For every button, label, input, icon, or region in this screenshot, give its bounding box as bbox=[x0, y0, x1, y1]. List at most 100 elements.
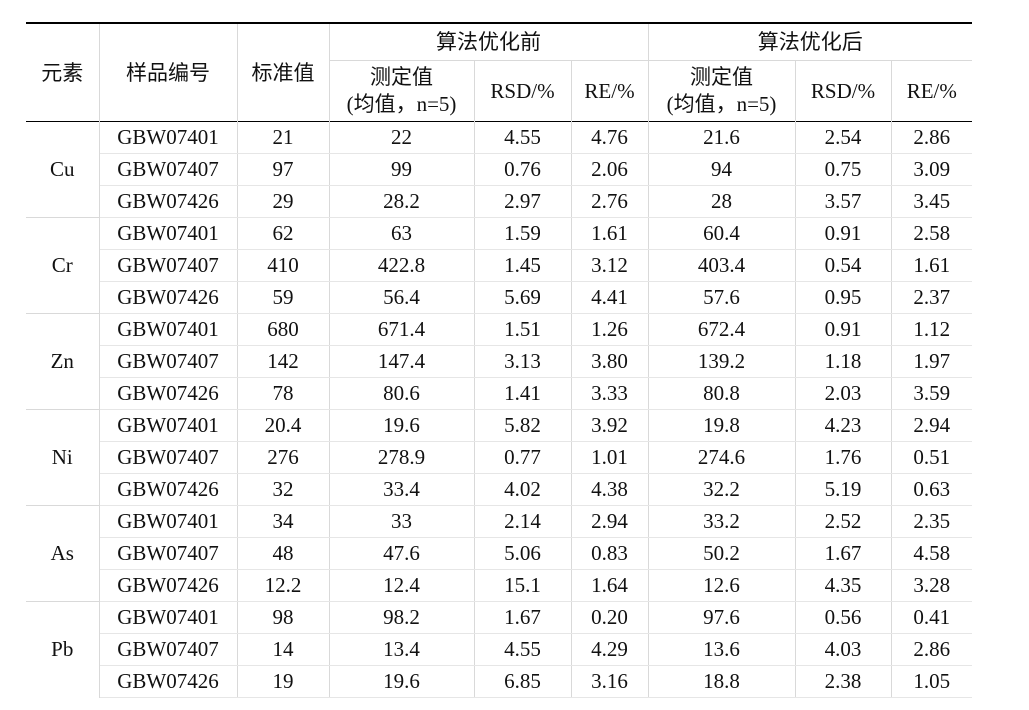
after-re-cell: 4.58 bbox=[891, 537, 973, 570]
standard-value-cell: 410 bbox=[237, 249, 330, 282]
before-re-cell: 4.29 bbox=[571, 633, 649, 666]
before-rsd-cell: 4.55 bbox=[474, 633, 572, 666]
after-rsd-cell: 1.76 bbox=[795, 441, 892, 474]
header-before-measured: 测定值 (均值，n=5) bbox=[329, 60, 475, 122]
measured-label: 测定值 bbox=[690, 65, 754, 89]
after-measured-cell: 19.8 bbox=[648, 409, 796, 442]
before-rsd-cell: 4.55 bbox=[474, 121, 572, 154]
standard-value-cell: 34 bbox=[237, 505, 330, 538]
standard-value-cell: 20.4 bbox=[237, 409, 330, 442]
after-re-cell: 2.37 bbox=[891, 281, 973, 314]
table-row: Cu GBW07401 21 22 4.55 4.76 21.6 2.54 2.86 bbox=[26, 121, 973, 218]
after-re-cell: 3.28 bbox=[891, 569, 973, 602]
before-measured-cell: 56.4 bbox=[329, 281, 475, 314]
sample-id-cell: GBW07426 bbox=[99, 569, 238, 602]
after-measured-cell: 94 bbox=[648, 153, 796, 186]
before-re-cell: 1.61 bbox=[571, 217, 649, 250]
sample-id-cell: GBW07401 bbox=[99, 601, 238, 634]
table-row: GBW07426 19 19.6 6.85 3.16 18.8 2.38 1.05 bbox=[26, 665, 973, 698]
after-measured-cell: 32.2 bbox=[648, 473, 796, 506]
after-re-cell: 2.58 bbox=[891, 217, 973, 250]
before-rsd-cell: 1.67 bbox=[474, 601, 572, 634]
standard-value-cell: 59 bbox=[237, 281, 330, 314]
header-after-measured: 测定值 (均值，n=5) bbox=[648, 60, 796, 122]
table-row: GBW07426 59 56.4 5.69 4.41 57.6 0.95 2.37 bbox=[26, 281, 973, 314]
after-re-cell: 0.51 bbox=[891, 441, 973, 474]
standard-value-cell: 29 bbox=[237, 185, 330, 218]
before-re-cell: 2.76 bbox=[571, 185, 649, 218]
after-measured-cell: 50.2 bbox=[648, 537, 796, 570]
before-measured-cell: 13.4 bbox=[329, 633, 475, 666]
after-rsd-cell: 2.54 bbox=[795, 121, 892, 154]
header-element: 元素 bbox=[26, 22, 100, 122]
measured-label: 测定值 bbox=[370, 65, 433, 89]
before-re-cell: 1.64 bbox=[571, 569, 649, 602]
table-header: 元素 样品编号 标准值 算法优化前 算法优化后 测定值 (均值，n=5) RSD… bbox=[26, 22, 973, 122]
after-measured-cell: 57.6 bbox=[648, 281, 796, 314]
sample-id-cell: GBW07401 bbox=[99, 121, 238, 154]
before-measured-cell: 12.4 bbox=[329, 569, 475, 602]
after-rsd-cell: 0.54 bbox=[795, 249, 892, 282]
after-re-cell: 1.12 bbox=[891, 313, 973, 346]
sample-id-cell: GBW07407 bbox=[99, 441, 238, 474]
after-measured-cell: 139.2 bbox=[648, 345, 796, 378]
before-measured-cell: 80.6 bbox=[329, 377, 475, 410]
after-rsd-cell: 4.03 bbox=[795, 633, 892, 666]
standard-value-cell: 12.2 bbox=[237, 569, 330, 602]
table-row: GBW07426 29 28.2 2.97 2.76 28 3.57 3.45 bbox=[26, 185, 973, 218]
after-measured-cell: 672.4 bbox=[648, 313, 796, 346]
before-measured-cell: 422.8 bbox=[329, 249, 475, 282]
after-measured-cell: 18.8 bbox=[648, 665, 796, 698]
sample-id-cell: GBW07407 bbox=[99, 249, 238, 282]
header-after-re: RE/% bbox=[906, 78, 957, 103]
before-re-cell: 3.80 bbox=[571, 345, 649, 378]
sample-id-cell: GBW07426 bbox=[99, 185, 238, 218]
after-rsd-cell: 0.91 bbox=[795, 313, 892, 346]
after-measured-cell: 12.6 bbox=[648, 569, 796, 602]
table-row: GBW07407 410 422.8 1.45 3.12 403.4 0.54 1.61 bbox=[26, 249, 973, 282]
header-before-re: RE/% bbox=[571, 60, 649, 122]
standard-value-cell: 14 bbox=[237, 633, 330, 666]
before-measured-cell: 19.6 bbox=[329, 409, 475, 442]
before-rsd-cell: 2.97 bbox=[474, 185, 572, 218]
before-measured-cell: 63 bbox=[329, 217, 475, 250]
before-measured-cell: 147.4 bbox=[329, 345, 475, 378]
after-rsd-cell: 2.52 bbox=[795, 505, 892, 538]
sample-id-cell: GBW07401 bbox=[99, 409, 238, 442]
before-re-cell: 3.12 bbox=[571, 249, 649, 282]
after-re-cell: 1.61 bbox=[891, 249, 973, 282]
before-rsd-cell: 0.77 bbox=[474, 441, 572, 474]
after-rsd-cell: 2.38 bbox=[795, 665, 892, 698]
after-rsd-cell: 0.75 bbox=[795, 153, 892, 186]
before-rsd-cell: 6.85 bbox=[474, 665, 572, 698]
sample-id-cell: GBW07426 bbox=[99, 377, 238, 410]
table-row: Pb GBW07401 98 98.2 1.67 0.20 97.6 0.56 0.41 bbox=[26, 601, 973, 698]
table-row: Ni GBW07401 20.4 19.6 5.82 3.92 19.8 4.23 2.94 bbox=[26, 409, 973, 506]
after-re-cell: 3.59 bbox=[891, 377, 973, 410]
after-measured-cell: 33.2 bbox=[648, 505, 796, 538]
before-rsd-cell: 3.13 bbox=[474, 345, 572, 378]
sample-id-cell: GBW07401 bbox=[99, 505, 238, 538]
before-rsd-cell: 5.82 bbox=[474, 409, 572, 442]
after-rsd-cell: 1.18 bbox=[795, 345, 892, 378]
standard-value-cell: 276 bbox=[237, 441, 330, 474]
before-re-cell: 3.33 bbox=[571, 377, 649, 410]
sample-id-cell: GBW07407 bbox=[99, 153, 238, 186]
after-rsd-cell: 0.91 bbox=[795, 217, 892, 250]
header-before-group: 算法优化前 bbox=[329, 22, 649, 61]
sample-id-cell: GBW07401 bbox=[99, 313, 238, 346]
before-measured-cell: 22 bbox=[329, 121, 475, 154]
table-row: As GBW07401 34 33 2.14 2.94 33.2 2.52 2.35 bbox=[26, 505, 973, 602]
before-measured-cell: 33.4 bbox=[329, 473, 475, 506]
after-rsd-cell: 3.57 bbox=[795, 185, 892, 218]
before-re-cell: 4.76 bbox=[571, 121, 649, 154]
element-cell: As bbox=[26, 505, 100, 602]
before-rsd-cell: 1.51 bbox=[474, 313, 572, 346]
table-row: GBW07407 48 47.6 5.06 0.83 50.2 1.67 4.58 bbox=[26, 537, 973, 570]
after-re-cell: 2.86 bbox=[891, 121, 973, 154]
results-table-container: 元素 样品编号 标准值 算法优化前 算法优化后 测定值 (均值，n=5) RSD… bbox=[26, 22, 973, 698]
before-rsd-cell: 1.41 bbox=[474, 377, 572, 410]
after-measured-cell: 13.6 bbox=[648, 633, 796, 666]
table-row: GBW07426 12.2 12.4 15.1 1.64 12.6 4.35 3.28 bbox=[26, 569, 973, 602]
sample-id-cell: GBW07407 bbox=[99, 345, 238, 378]
